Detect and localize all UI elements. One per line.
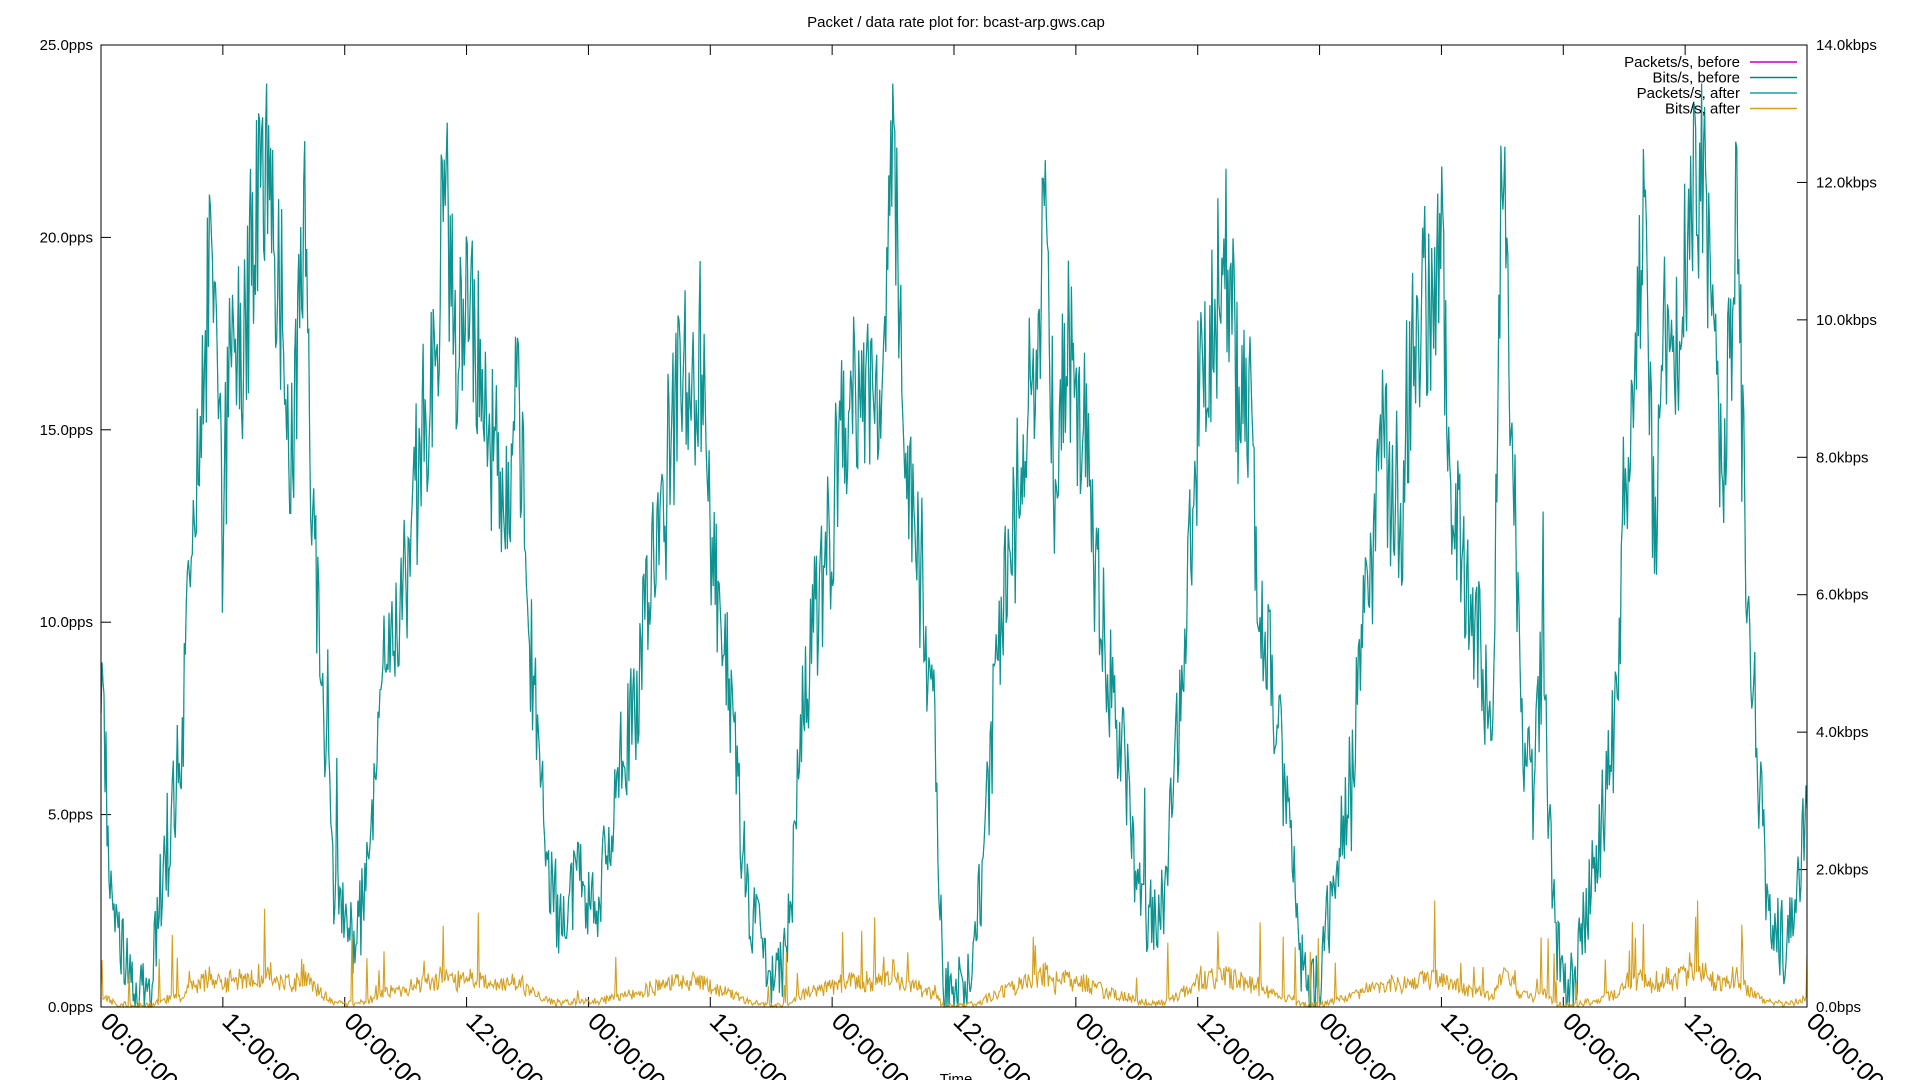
- legend-label: Bits/s, after: [1665, 101, 1740, 118]
- series-bits-after-line: [100, 900, 1808, 1009]
- x-axis-label: Time: [940, 1071, 973, 1080]
- left-tick-label: 0.0pps: [48, 999, 93, 1016]
- right-tick-label: 12.0kbps: [1816, 174, 1877, 191]
- left-tick-label: 15.0pps: [40, 422, 93, 439]
- legend-label: Packets/s, before: [1624, 54, 1740, 71]
- legend-label: Bits/s, before: [1652, 70, 1740, 87]
- right-tick-label: 2.0kbps: [1816, 862, 1869, 879]
- right-tick-label: 6.0kbps: [1816, 587, 1869, 604]
- right-tick-label: 0.0bps: [1816, 999, 1861, 1016]
- right-y-tick-labels: 0.0bps 2.0kbps 4.0kbps 6.0kbps 8.0kbps 10.0kb…: [1816, 37, 1877, 1016]
- left-tick-label: 25.0pps: [40, 37, 93, 54]
- right-tick-label: 10.0kbps: [1816, 312, 1877, 329]
- right-tick-label: 8.0kbps: [1816, 449, 1869, 466]
- plot-frame: [100, 44, 1808, 1008]
- right-tick-label: 14.0kbps: [1816, 37, 1877, 54]
- legend-label: Packets/s, after: [1637, 85, 1740, 102]
- left-tick-label: 20.0pps: [40, 229, 93, 246]
- left-tick-label: 5.0pps: [48, 807, 93, 824]
- chart-title: Packet / data rate plot for: bcast-arp.g…: [807, 14, 1105, 31]
- right-tick-label: 4.0kbps: [1816, 724, 1869, 741]
- left-tick-label: 10.0pps: [40, 614, 93, 631]
- left-y-tick-labels: 0.0pps 5.0pps 10.0pps 15.0pps 20.0pps 25.0pps: [40, 37, 93, 1016]
